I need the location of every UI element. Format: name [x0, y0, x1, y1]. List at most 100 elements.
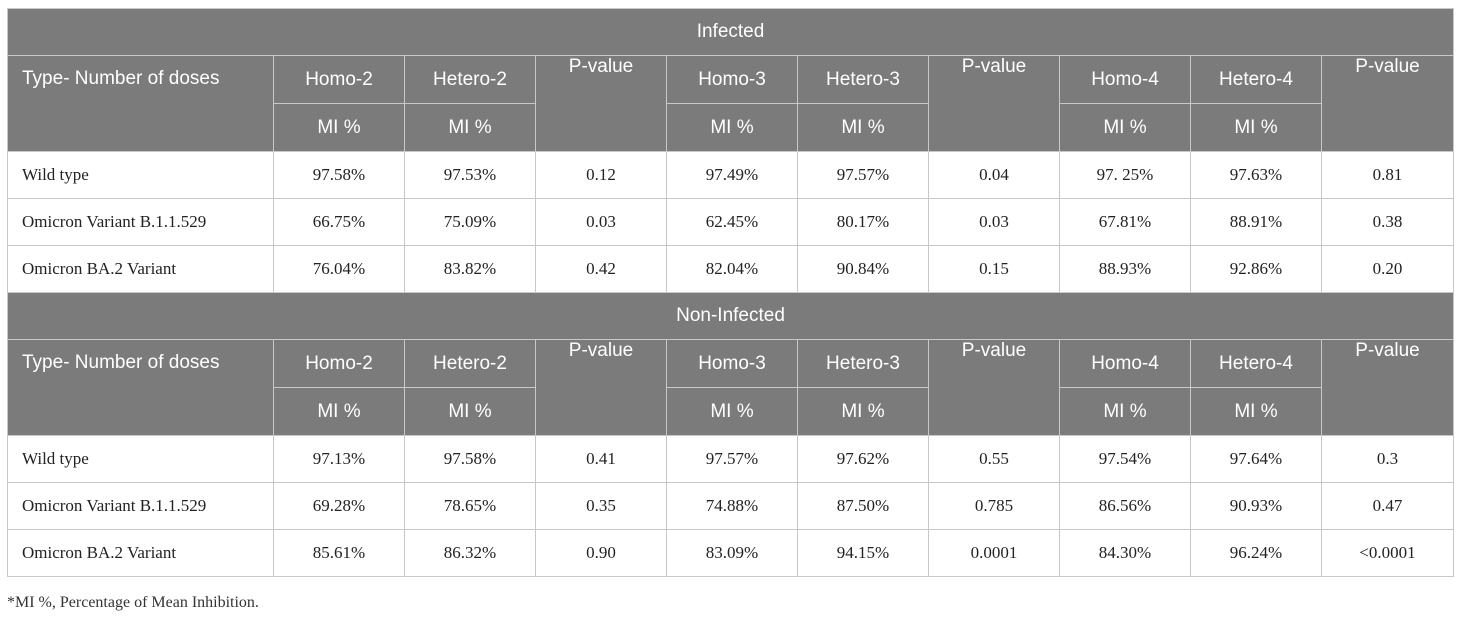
table-cell: 78.65% [404, 482, 536, 530]
table-cell: 0.38 [1320, 198, 1455, 246]
column-header: Hetero-4 [1190, 339, 1322, 388]
sub-header: MI % [273, 387, 405, 436]
column-header: Hetero-2 [404, 55, 536, 104]
table-cell: 86.56% [1059, 482, 1191, 530]
column-header-pvalue: P-value [535, 55, 667, 152]
table-cell: 0.3 [1320, 435, 1455, 483]
table-cell: 97.57% [666, 435, 798, 483]
table-cell: 97. 25% [1059, 151, 1191, 199]
table-row: Omicron Variant B.1.1.529 69.28% 78.65% … [7, 482, 1455, 530]
table-cell: 0.03 [535, 198, 667, 246]
table-cell: 0.15 [928, 245, 1060, 293]
table-cell: 97.58% [273, 151, 405, 199]
table-cell: 97.62% [797, 435, 929, 483]
table-cell: 0.12 [535, 151, 667, 199]
row-label: Omicron BA.2 Variant [7, 245, 274, 293]
table-cell: 83.82% [404, 245, 536, 293]
table-row: Omicron Variant B.1.1.529 66.75% 75.09% … [7, 198, 1455, 246]
footnote: *MI %, Percentage of Mean Inhibition. [7, 594, 259, 611]
table-cell: 88.93% [1059, 245, 1191, 293]
row-label-header: Type- Number of doses [7, 55, 274, 152]
sub-header: MI % [404, 387, 536, 436]
table-cell: 0.35 [535, 482, 667, 530]
table-row: Wild type 97.13% 97.58% 0.41 97.57% 97.6… [7, 435, 1455, 483]
table-cell: 97.64% [1190, 435, 1322, 483]
sub-header: MI % [666, 387, 798, 436]
sub-header: MI % [797, 103, 929, 152]
column-header: Homo-4 [1059, 55, 1191, 104]
column-header: Homo-2 [273, 339, 405, 388]
row-label: Omicron BA.2 Variant [7, 529, 274, 577]
column-header: Hetero-3 [797, 339, 929, 388]
table-row: Omicron BA.2 Variant 85.61% 86.32% 0.90 … [7, 529, 1455, 577]
table-cell: <0.0001 [1320, 529, 1455, 577]
sub-header: MI % [273, 103, 405, 152]
table-cell: 87.50% [797, 482, 929, 530]
table-cell: 75.09% [404, 198, 536, 246]
table-cell: 84.30% [1059, 529, 1191, 577]
table-cell: 0.04 [928, 151, 1060, 199]
column-header-pvalue: P-value [1320, 55, 1455, 152]
column-header: Homo-3 [666, 55, 798, 104]
column-header: Homo-2 [273, 55, 405, 104]
table-cell: 92.86% [1190, 245, 1322, 293]
section-title-row: Infected [6, 8, 1455, 56]
table-cell: 0.90 [535, 529, 667, 577]
table-cell: 0.0001 [928, 529, 1060, 577]
table-cell: 0.785 [928, 482, 1060, 530]
table-cell: 82.04% [666, 245, 798, 293]
column-header: Hetero-2 [404, 339, 536, 388]
row-label: Wild type [7, 435, 274, 483]
table-cell: 97.54% [1059, 435, 1191, 483]
sub-header: MI % [404, 103, 536, 152]
table-cell: 85.61% [273, 529, 405, 577]
column-header-pvalue: P-value [928, 339, 1060, 436]
table-cell: 0.47 [1320, 482, 1455, 530]
column-header-pvalue: P-value [535, 339, 667, 436]
sub-header: MI % [1190, 387, 1322, 436]
column-header-pvalue: P-value [928, 55, 1060, 152]
table-cell: 83.09% [666, 529, 798, 577]
column-header-row: Type- Number of doses Homo-2 Hetero-2 P-… [7, 55, 1455, 152]
table-cell: 97.57% [797, 151, 929, 199]
table-cell: 86.32% [404, 529, 536, 577]
column-header-row: Type- Number of doses Homo-2 Hetero-2 P-… [7, 339, 1455, 436]
table-row: Wild type 97.58% 97.53% 0.12 97.49% 97.5… [7, 151, 1455, 199]
table-cell: 0.41 [535, 435, 667, 483]
row-label: Omicron Variant B.1.1.529 [7, 482, 274, 530]
row-label-header: Type- Number of doses [7, 339, 274, 436]
table-cell: 94.15% [797, 529, 929, 577]
table-cell: 66.75% [273, 198, 405, 246]
table-cell: 76.04% [273, 245, 405, 293]
column-header: Hetero-3 [797, 55, 929, 104]
table-cell: 0.03 [928, 198, 1060, 246]
section-title-row: Non-Infected [6, 292, 1455, 340]
table-cell: 0.55 [928, 435, 1060, 483]
row-label: Wild type [7, 151, 274, 199]
table-cell: 97.53% [404, 151, 536, 199]
row-label: Omicron Variant B.1.1.529 [7, 198, 274, 246]
column-header: Hetero-4 [1190, 55, 1322, 104]
table-cell: 62.45% [666, 198, 798, 246]
sub-header: MI % [1059, 103, 1191, 152]
column-header: Homo-3 [666, 339, 798, 388]
table-cell: 90.84% [797, 245, 929, 293]
table-cell: 97.49% [666, 151, 798, 199]
table-cell: 74.88% [666, 482, 798, 530]
sub-header-row: MI % MI % MI % MI % MI % MI % [8, 103, 1454, 152]
sub-header: MI % [666, 103, 798, 152]
table-cell: 0.81 [1320, 151, 1455, 199]
table-cell: 88.91% [1190, 198, 1322, 246]
table-cell: 97.58% [404, 435, 536, 483]
table-cell: 0.20 [1320, 245, 1455, 293]
table-cell: 97.63% [1190, 151, 1322, 199]
table-cell: 80.17% [797, 198, 929, 246]
table-cell: 0.42 [535, 245, 667, 293]
sub-header: MI % [1059, 387, 1191, 436]
sub-header-row: MI % MI % MI % MI % MI % MI % [8, 387, 1454, 436]
table-cell: 67.81% [1059, 198, 1191, 246]
table-cell: 97.13% [273, 435, 405, 483]
table-row: Omicron BA.2 Variant 76.04% 83.82% 0.42 … [7, 245, 1455, 293]
sub-header: MI % [797, 387, 929, 436]
column-header: Homo-4 [1059, 339, 1191, 388]
